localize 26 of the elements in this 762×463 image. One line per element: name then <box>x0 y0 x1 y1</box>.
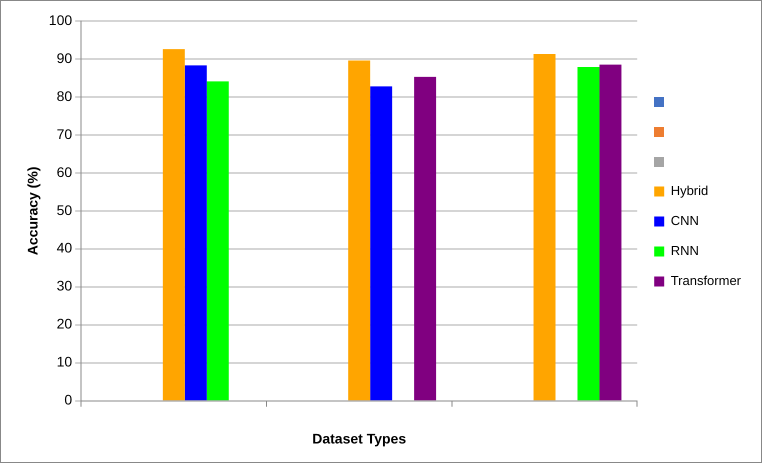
x-axis-title: Dataset Types <box>312 430 406 446</box>
bar <box>534 54 556 400</box>
bar <box>348 60 370 400</box>
bar <box>206 81 229 400</box>
bar <box>162 49 185 400</box>
legend-label: Hybrid <box>670 183 708 198</box>
y-tick-label: 20 <box>56 316 72 332</box>
y-tick-label: 10 <box>56 354 72 370</box>
bar <box>414 76 436 400</box>
bar <box>370 86 392 400</box>
y-tick-label: 0 <box>64 392 72 408</box>
y-tick-label: 30 <box>56 278 72 294</box>
bar <box>184 65 207 400</box>
legend-label: Transformer <box>670 273 742 288</box>
bar <box>577 66 600 400</box>
legend-label: RNN <box>670 243 699 258</box>
y-tick-label: 60 <box>56 164 72 180</box>
y-tick-label: 100 <box>48 12 72 28</box>
bar <box>599 64 622 400</box>
y-tick-label: 90 <box>56 50 72 66</box>
y-tick-label: 40 <box>56 240 72 256</box>
y-tick-label: 70 <box>56 126 72 142</box>
y-tick-label: 80 <box>56 88 72 104</box>
legend-label: CNN <box>670 213 699 228</box>
y-tick-label: 50 <box>56 202 72 218</box>
y-axis-title: Accuracy (%) <box>24 166 40 256</box>
